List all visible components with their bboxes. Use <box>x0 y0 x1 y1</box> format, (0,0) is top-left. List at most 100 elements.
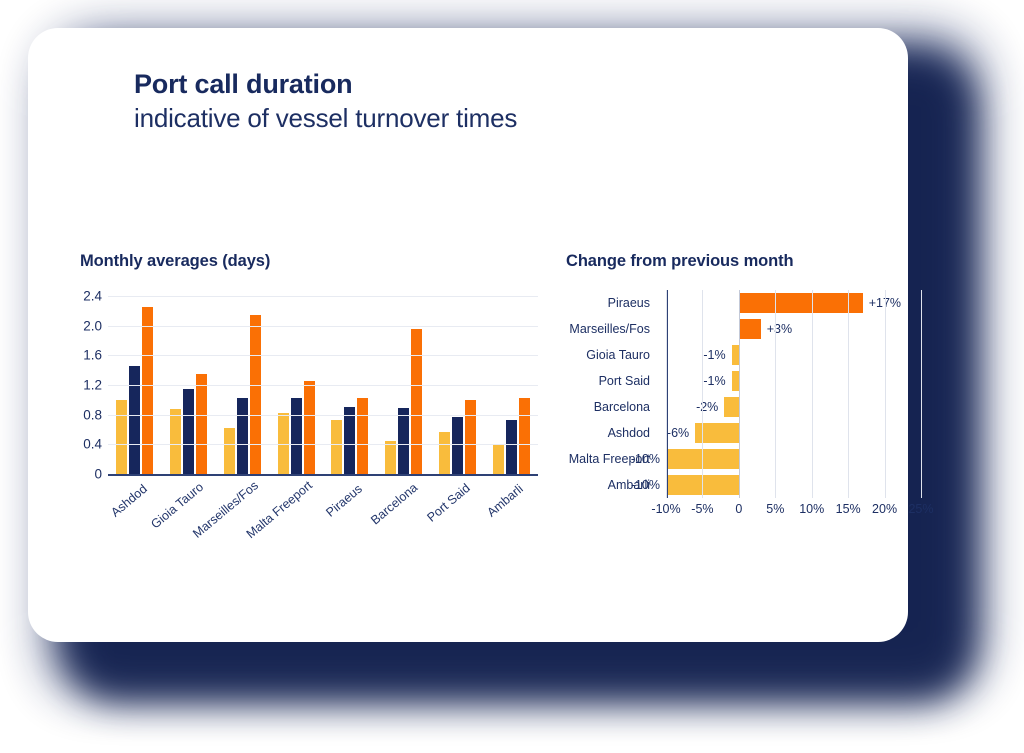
right-chart-left-axis <box>666 290 668 498</box>
left-chart-bar <box>116 399 128 474</box>
left-chart-bar <box>223 428 235 474</box>
left-chart-bar <box>183 388 195 474</box>
left-chart-x-label-cell: Ambarli <box>484 480 538 546</box>
right-chart-plot-area: +17% +3% -1% -1% -2% -6% -10% -10% <box>631 290 922 498</box>
right-chart-category-label: Malta Freeport <box>568 452 650 466</box>
left-chart-bar <box>451 416 463 474</box>
left-chart-x-tick: Ambarli <box>484 481 526 520</box>
left-chart-bar <box>411 329 423 474</box>
right-chart-gridline <box>666 290 667 498</box>
left-chart-gridline <box>108 414 538 416</box>
right-chart-category-label: Gioia Tauro <box>586 348 650 362</box>
right-chart-category-label: Marseilles/Fos <box>569 322 650 336</box>
report-card: Port call duration indicative of vessel … <box>28 28 934 642</box>
right-chart-bar <box>695 423 739 443</box>
left-chart-bar <box>170 408 182 474</box>
right-chart-category-label: Piraeus <box>607 296 650 310</box>
left-chart-bar-group <box>162 296 216 474</box>
right-chart-bar <box>731 345 739 365</box>
left-chart-y-tick: 2.0 <box>83 318 102 334</box>
left-chart-x-label-cell: Port Said <box>425 480 485 546</box>
left-chart-x-label-cell: Piraeus <box>323 480 377 546</box>
left-chart-y-tick: 0 <box>94 466 102 482</box>
left-chart-bar <box>385 441 397 474</box>
right-chart-value-label: -2% <box>696 400 719 414</box>
right-chart-gridline <box>775 290 777 498</box>
right-chart-row: -2% <box>666 394 921 420</box>
right-chart-x-tick: 0 <box>735 502 743 516</box>
right-chart-zero-line <box>738 290 740 498</box>
left-chart-bar <box>492 444 504 474</box>
left-chart-y-tick: 1.6 <box>83 347 102 363</box>
left-chart-gridline <box>108 355 538 357</box>
title-block: Port call duration indicative of vessel … <box>134 68 517 136</box>
left-chart-bar-group <box>323 296 377 474</box>
right-chart-gridline <box>921 290 922 498</box>
right-chart-category-label: Port Said <box>598 374 650 388</box>
right-chart-x-tick: -5% <box>691 502 714 516</box>
right-chart-value-label: -6% <box>666 426 690 440</box>
right-chart-x-tick: 10% <box>799 502 825 516</box>
left-chart-bar <box>290 398 302 474</box>
left-chart-x-tick: Port Said <box>424 480 474 525</box>
left-chart-bar <box>236 398 248 474</box>
page-subtitle: indicative of vessel turnover times <box>134 102 518 133</box>
right-chart-x-tick: 25% <box>908 502 934 516</box>
left-chart-bar <box>249 314 261 474</box>
right-chart-bar <box>738 319 761 339</box>
left-chart-y-tick: 0.4 <box>83 436 102 452</box>
left-chart-bar-groups <box>108 296 538 474</box>
left-chart-bar <box>331 419 343 474</box>
right-chart-value-label: -1% <box>703 348 726 362</box>
left-chart-x-label-cell: Barcelona <box>368 480 431 546</box>
right-chart-category-label: Ashdod <box>607 426 650 440</box>
right-chart-x-axis: -10% -5% 0 5% 10% 15% 20% 25% <box>651 500 933 522</box>
right-chart-row: -10% <box>631 446 921 472</box>
right-chart-category-label: Ambarli <box>607 478 650 492</box>
left-chart-x-label-cell: Malta Freeport <box>244 478 323 546</box>
right-chart-x-tick: 15% <box>835 502 861 516</box>
left-chart-bar <box>129 366 141 474</box>
change-from-previous-month-chart: Piraeus Marseilles/Fos Gioia Tauro Port Sai… <box>558 290 934 540</box>
left-chart-bar <box>398 408 410 474</box>
left-chart-y-axis: 0 0.4 0.8 1.2 1.6 2.0 2.4 <box>64 289 102 482</box>
left-chart-x-label-cell: Ashdod <box>108 480 162 546</box>
right-chart-row: -1% <box>666 368 921 394</box>
left-chart-x-label-cell: Gioia Tauro <box>148 480 216 546</box>
page-title: Port call duration <box>134 69 353 99</box>
right-chart-gridline <box>884 290 886 498</box>
right-chart-row: -10% <box>631 472 921 498</box>
right-chart-row: -1% <box>666 342 921 368</box>
right-chart-value-label: +3% <box>766 322 793 336</box>
left-chart-bar-group <box>216 296 270 474</box>
left-chart-bar-group <box>431 296 485 474</box>
left-chart-bar-group <box>484 296 538 474</box>
left-chart-y-tick: 2.4 <box>83 288 102 304</box>
right-chart-category-labels: Piraeus Marseilles/Fos Gioia Tauro Port Sai… <box>558 290 658 498</box>
right-chart-gridline <box>702 290 704 498</box>
left-chart-bar-group <box>269 296 323 474</box>
left-chart-bar-group <box>377 296 431 474</box>
left-chart-bar-group <box>108 296 162 474</box>
right-chart-value-label: -10% <box>630 478 660 492</box>
left-chart-y-tick: 0.8 <box>83 407 102 423</box>
left-chart-bar <box>518 398 530 474</box>
right-chart-heading: Change from previous month <box>566 252 794 270</box>
right-chart-bar <box>731 371 739 391</box>
right-chart-bars: +17% +3% -1% -1% -2% -6% -10% -10% <box>631 290 921 498</box>
right-chart-category-label: Barcelona <box>593 400 650 414</box>
right-chart-bar <box>724 397 739 417</box>
left-chart-bar <box>464 399 476 474</box>
left-chart-baseline <box>108 474 538 476</box>
right-chart-row: +17% <box>666 290 921 316</box>
right-chart-x-tick: -10% <box>651 502 681 516</box>
left-chart-bar <box>196 373 208 474</box>
right-chart-x-tick: 20% <box>872 502 898 516</box>
left-chart-x-tick: Ashdod <box>108 481 150 520</box>
right-chart-value-label: -1% <box>703 374 726 388</box>
right-chart-row: -6% <box>666 420 921 446</box>
right-chart-row: +3% <box>666 316 921 342</box>
left-chart-bar <box>357 398 369 474</box>
right-chart-bar <box>738 293 863 313</box>
right-chart-gridline <box>848 290 850 498</box>
